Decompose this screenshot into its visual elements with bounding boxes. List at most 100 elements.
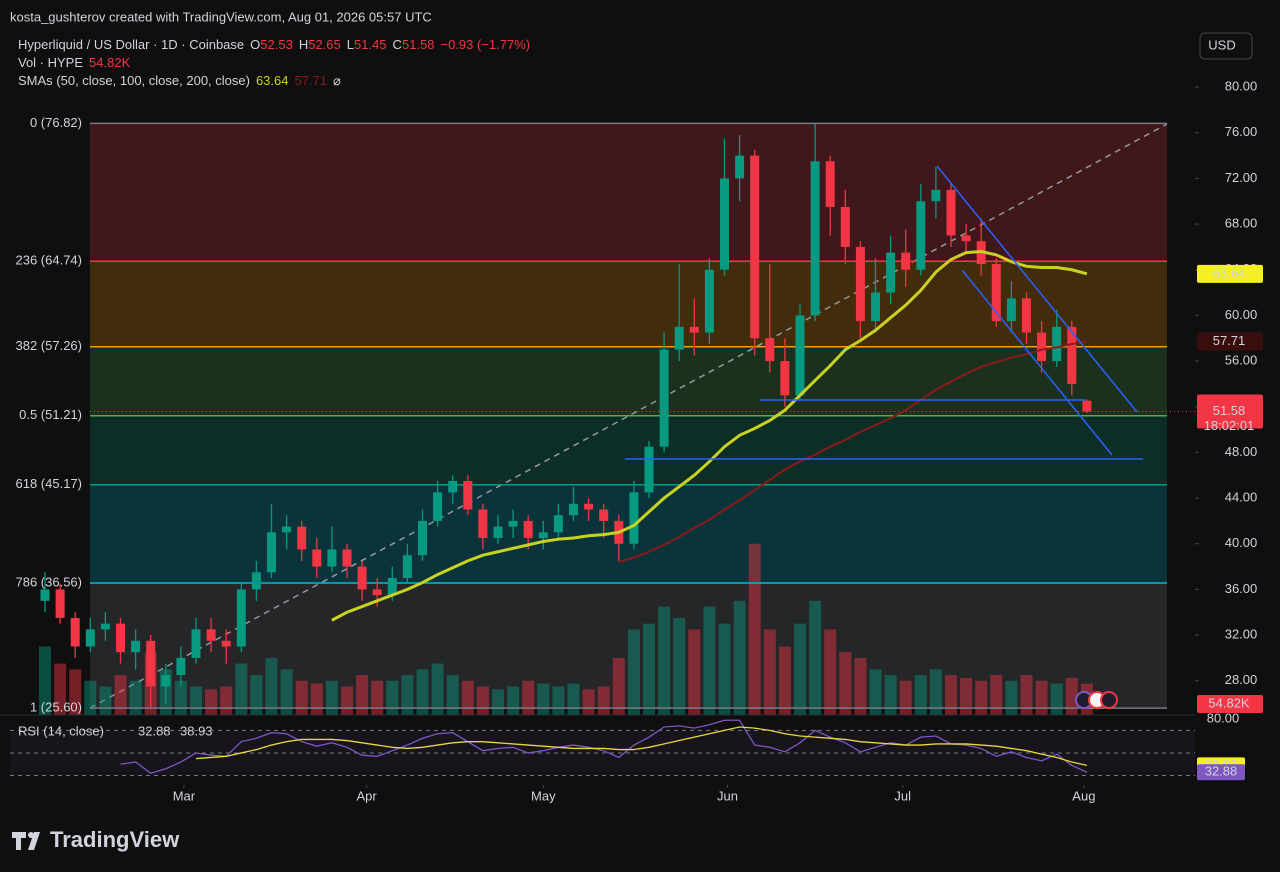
currency[interactable]: USD [1208,37,1235,52]
candle-body [810,161,820,316]
y-tick-label: 32.00 [1225,627,1258,642]
volume-bar [975,680,988,715]
volume-bar [1050,683,1063,715]
y-tick-label: 80.00 [1225,79,1258,94]
c-label: C [393,37,402,52]
candle-body [146,640,156,687]
candle-body [871,292,880,322]
o-label: O [250,37,260,52]
candle-body [100,623,110,630]
candle-body [780,361,790,396]
candle-body [689,326,699,333]
volume-bar [794,623,806,715]
candle-body [1082,400,1092,412]
flag-icon[interactable] [1100,691,1118,709]
volume-bar [688,629,701,715]
candle-body [206,629,216,641]
volume-bar [54,663,67,715]
volume-bar [295,680,308,715]
candle-body [599,509,609,521]
y-tick-label: 68.00 [1225,216,1258,231]
volume-bar [537,683,550,715]
channel-drawings [625,165,1143,460]
candle-body [463,480,473,510]
volume-bar [718,623,731,715]
volume-bar [824,629,837,715]
sma100-axis-label: 57.71 [1213,333,1246,348]
volume-bar [205,689,218,715]
candle-body [916,201,926,270]
candle-body [221,640,231,647]
candle-body [735,155,745,179]
x-tick-label: Jul [894,788,911,803]
candle-body [704,269,714,333]
y-tick-label: 56.00 [1225,353,1258,368]
candle-body [931,189,941,202]
credit: kosta_gushterov created with TradingView… [10,9,432,24]
fib-zones [90,123,1167,709]
price-axis: 28.0032.0036.0040.0044.0048.0052.0056.00… [173,79,1263,803]
volume-bar [990,675,1003,715]
candle-body [191,629,201,658]
volume-bar [763,629,776,715]
legend-sma: SMAs (50, close, 100, close, 200, close)… [18,73,341,88]
volume-bar [371,680,384,715]
fib-zone [90,346,1167,416]
last-price-label-box [1197,394,1263,429]
rsi-axis-label: 32.88 [1205,764,1238,779]
candle-body [402,555,412,578]
sma50-axis-label: 63.64 [1213,265,1246,280]
volume-bar [416,669,429,715]
candle-body [236,589,246,647]
volume-bar [643,623,655,715]
fib-zone [90,484,1167,584]
candle-body [961,235,971,242]
h-label: H [299,37,308,52]
volume-bar [960,677,973,715]
open-value: 52.53 [260,37,293,52]
volume-bar [250,675,263,715]
y-tick-label: 60.00 [1225,307,1258,322]
candle-body [297,526,307,550]
fib-label: 786 (36.56) [16,574,83,589]
candle-body [855,246,865,322]
y-tick-label: 40.00 [1225,535,1258,550]
fib-zone [90,123,1167,262]
volume-bar [129,680,142,715]
volume-bar [627,629,640,715]
candle-body [372,589,382,596]
last-price-label: 51.58 [1213,403,1246,418]
volume-bar [446,675,459,715]
volume-bar [854,657,867,715]
candle-body [644,446,654,493]
candle-body [55,589,65,618]
candle-body [493,526,503,539]
volume-bar [929,669,942,715]
candle-body [1037,332,1047,362]
candle-body [1067,326,1077,384]
legend-symbol: Hyperliquid / US Dollar · 1D · Coinbase O… [18,37,530,52]
volume-bar [914,675,927,715]
candle-body [991,264,1001,322]
currency-button[interactable] [1199,32,1253,60]
legend-volume: Vol · HYPE 54.82K [18,55,131,70]
candle-body [901,252,911,270]
volume-bar [310,683,323,715]
volume-bar [280,669,293,715]
candle-body [825,161,835,207]
candle-body [433,492,443,521]
rsi-value: 32.88 [138,723,171,738]
rsi-tick-label: 80.00 [1207,711,1240,726]
y-tick-label: 28.00 [1225,672,1258,687]
candle-body [327,549,337,567]
sma-line [331,249,1088,622]
volume-bar [1020,675,1033,715]
candle-body [116,623,125,653]
volume-bar [265,657,278,715]
sma-icon: ⌀ [333,73,341,88]
volume-bar [612,657,625,715]
volume-bar [401,675,414,715]
l-label: L [347,37,354,52]
volume-bar [39,646,51,715]
